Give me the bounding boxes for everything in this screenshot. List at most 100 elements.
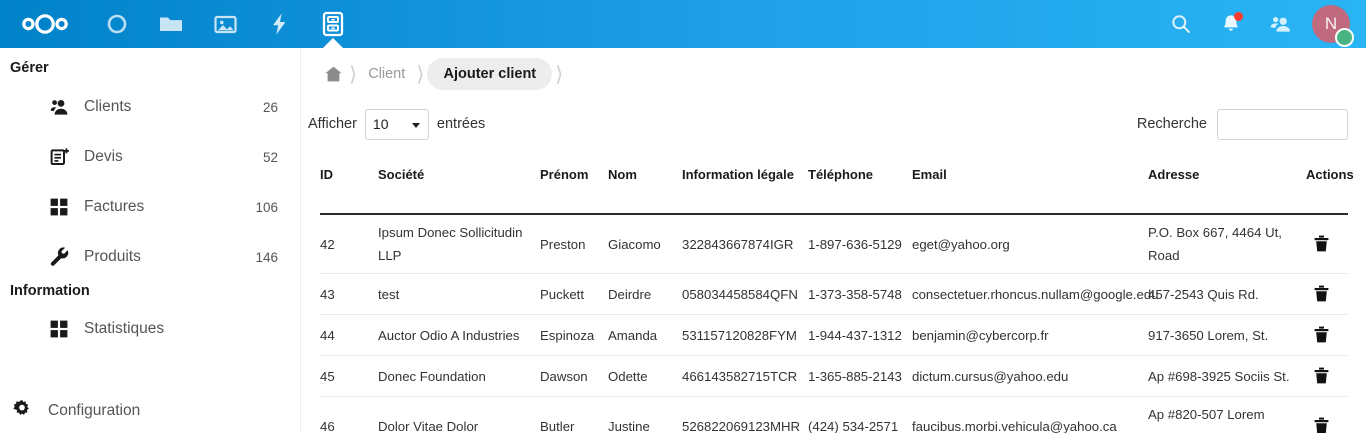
search-icon[interactable] — [1156, 0, 1206, 48]
sidebar-item-clients[interactable]: Clients 26 — [0, 82, 300, 132]
notification-badge-dot — [1234, 12, 1243, 21]
search-label: Recherche — [1136, 116, 1207, 132]
table-row[interactable]: 42 Ipsum Donec Sollicitudin LLP Preston Gia… — [320, 214, 1348, 274]
gear-icon — [12, 399, 32, 424]
column-header-email[interactable]: Email — [912, 154, 1148, 215]
column-header-id[interactable]: ID — [320, 154, 378, 215]
length-suffix-label: entrées — [436, 116, 486, 132]
cell-actions — [1306, 314, 1348, 356]
sidebar-item-label: Clients — [84, 98, 132, 115]
cell-email: faucibus.morbi.vehicula@yahoo.ca — [912, 396, 1148, 433]
breadcrumb: ⟩ Client ⟩ Ajouter client ⟩ — [302, 50, 1366, 98]
app-navigation — [90, 0, 360, 49]
sidebar-item-configuration[interactable]: Configuration — [0, 389, 300, 433]
folder-icon — [160, 17, 182, 31]
sidebar-heading-information: Information — [10, 283, 90, 299]
sidebar: Gérer Clients 26 Devis 52 — [0, 48, 301, 433]
entries-per-page-select[interactable]: 10 — [364, 108, 429, 140]
cell-telephone: 1-365-885-2143 — [808, 355, 912, 397]
clients-table: ID Société Prénom Nom Information légale… — [320, 154, 1354, 433]
length-prefix-label: Afficher — [308, 116, 357, 132]
avatar-online-status-dot — [1335, 28, 1354, 47]
column-header-telephone[interactable]: Téléphone — [808, 154, 912, 215]
column-header-adresse[interactable]: Adresse — [1148, 154, 1306, 215]
table-body: 42 Ipsum Donec Sollicitudin LLP Preston Gia… — [320, 214, 1348, 433]
search-input[interactable] — [1217, 108, 1348, 140]
trash-icon[interactable] — [1308, 413, 1334, 433]
cell-legale: 526822069123MHR — [682, 396, 808, 433]
grid-squares-icon — [50, 198, 76, 216]
trash-icon[interactable] — [1308, 231, 1334, 257]
breadcrumb-separator: ⟩ — [416, 62, 425, 86]
cell-id: 43 — [320, 273, 378, 315]
cell-id: 42 — [320, 214, 378, 274]
clients-table-wrapper: ID Société Prénom Nom Information légale… — [320, 154, 1354, 433]
sidebar-item-label: Factures — [84, 198, 145, 215]
column-header-information-legale[interactable]: Information légale — [682, 154, 808, 215]
column-header-nom[interactable]: Nom — [608, 154, 682, 215]
cell-telephone: 1-373-358-5748 — [808, 273, 912, 315]
cell-nom: Amanda — [608, 314, 682, 356]
table-row[interactable]: 44 Auctor Odio A Industries Espinoza Amanda… — [320, 314, 1348, 356]
cell-legale: 322843667874IGR — [682, 214, 808, 274]
app-icon-dashboard[interactable] — [90, 0, 144, 48]
sidebar-item-count: 52 — [262, 149, 278, 165]
sidebar-item-statistiques[interactable]: Statistiques — [0, 304, 300, 354]
main-content: ⟩ Client ⟩ Ajouter client ⟩ Afficher 10 … — [302, 48, 1366, 433]
trash-icon[interactable] — [1308, 322, 1334, 348]
sidebar-item-factures[interactable]: Factures 106 — [0, 182, 300, 232]
table-search-control: Recherche — [1137, 102, 1348, 146]
contacts-icon[interactable] — [1256, 0, 1306, 48]
cell-adresse: P.O. Box 667, 4464 Ut, Road — [1148, 214, 1306, 274]
column-header-prenom[interactable]: Prénom — [540, 154, 608, 215]
home-icon[interactable] — [320, 61, 346, 87]
table-header: ID Société Prénom Nom Information légale… — [320, 154, 1354, 215]
cell-nom: Deirdre — [608, 273, 682, 315]
sidebar-heading-manage: Gérer — [10, 60, 49, 76]
sidebar-item-produits[interactable]: Produits 146 — [0, 232, 300, 282]
table-row[interactable]: 43 test Puckett Deirdre 058034458584QFN 1-373… — [320, 273, 1348, 315]
column-header-societe[interactable]: Société — [378, 154, 540, 215]
nextcloud-logo[interactable] — [0, 0, 90, 48]
sidebar-item-label: Produits — [84, 248, 141, 265]
cell-prenom: Preston — [540, 214, 608, 274]
cell-societe: Auctor Odio A Industries — [378, 314, 540, 356]
sidebar-item-count: 26 — [262, 99, 278, 115]
cell-id: 44 — [320, 314, 378, 356]
cell-societe: test — [378, 273, 540, 315]
cell-adresse: Ap #698-3925 Sociis St. — [1148, 355, 1306, 397]
sidebar-item-label: Statistiques — [84, 320, 165, 337]
cell-nom: Odette — [608, 355, 682, 397]
photos-icon — [213, 15, 237, 34]
cell-adresse: 457-2543 Quis Rd. — [1148, 273, 1306, 315]
notifications-bell-icon[interactable] — [1206, 0, 1256, 48]
cell-nom: Justine — [608, 396, 682, 433]
sidebar-item-count: 146 — [255, 249, 278, 265]
app-icon-invoices[interactable] — [306, 0, 360, 49]
cell-societe: Donec Foundation — [378, 355, 540, 397]
app-icon-activity[interactable] — [252, 0, 306, 48]
table-header-row: ID Société Prénom Nom Information légale… — [320, 154, 1354, 215]
trash-icon[interactable] — [1308, 281, 1334, 307]
cell-email: dictum.cursus@yahoo.edu — [912, 355, 1148, 397]
cell-societe: Ipsum Donec Sollicitudin LLP — [378, 214, 540, 274]
breadcrumb-separator: ⟩ — [555, 62, 564, 86]
sidebar-item-label: Devis — [84, 148, 123, 165]
cell-telephone: (424) 534-2571 — [808, 396, 912, 433]
avatar[interactable]: N — [1312, 5, 1354, 47]
trash-icon[interactable] — [1308, 363, 1334, 389]
breadcrumb-item-client[interactable]: Client — [368, 66, 406, 82]
cell-nom: Giacomo — [608, 214, 682, 274]
table-row[interactable]: 46 Dolor Vitae Dolor Butler Justine 52682206… — [320, 396, 1348, 433]
cell-prenom: Espinoza — [540, 314, 608, 356]
cell-prenom: Dawson — [540, 355, 608, 397]
sidebar-item-count: 106 — [255, 199, 278, 215]
app-icon-files[interactable] — [144, 0, 198, 48]
app-icon-photos[interactable] — [198, 0, 252, 48]
table-row[interactable]: 45 Donec Foundation Dawson Odette 4661435827… — [320, 355, 1348, 397]
cell-id: 46 — [320, 396, 378, 433]
cell-email: consectetuer.rhoncus.nullam@google.edu — [912, 273, 1159, 315]
breadcrumb-item-ajouter-client[interactable]: Ajouter client — [427, 58, 553, 90]
sidebar-item-devis[interactable]: Devis 52 — [0, 132, 300, 182]
lightning-icon — [273, 13, 286, 35]
